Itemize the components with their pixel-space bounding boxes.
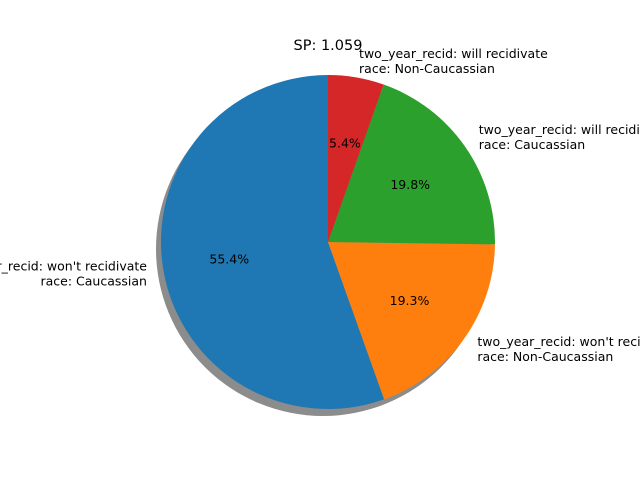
pie-slice-0 — [160, 74, 385, 409]
slice-label-2-line-1: race: Caucassian — [479, 137, 585, 152]
pct-label-0: 55.4% — [209, 252, 249, 267]
pct-label-2: 19.8% — [390, 177, 430, 192]
slice-label-1-line-1: race: Non-Caucassian — [477, 349, 613, 364]
pie-slice-1 — [328, 242, 495, 400]
pie-slices — [160, 74, 495, 409]
pct-label-3: 5.4% — [329, 136, 361, 151]
slice-label-2-line-0: two_year_recid: will recidivate — [479, 122, 640, 137]
pct-label-1: 19.3% — [390, 293, 430, 308]
slice-label-0-line-0: two_year_recid: won't recidivate — [0, 258, 147, 273]
slice-label-0-line-1: race: Caucassian — [41, 273, 147, 288]
percent-labels: 55.4% 19.3% 19.8% 5.4% — [209, 136, 430, 308]
slice-label-3-line-0: two_year_recid: will recidivate — [359, 46, 548, 61]
slice-label-1-line-0: two_year_recid: won't recidivate — [477, 334, 640, 349]
pie-slice-2 — [328, 84, 495, 245]
pie-slice-3 — [328, 75, 384, 242]
chart-title: SP: 1.059 — [294, 38, 363, 54]
slice-label-3-line-1: race: Non-Caucassian — [359, 61, 495, 76]
slice-label-3: two_year_recid: will recidivate race: Non… — [359, 46, 548, 76]
